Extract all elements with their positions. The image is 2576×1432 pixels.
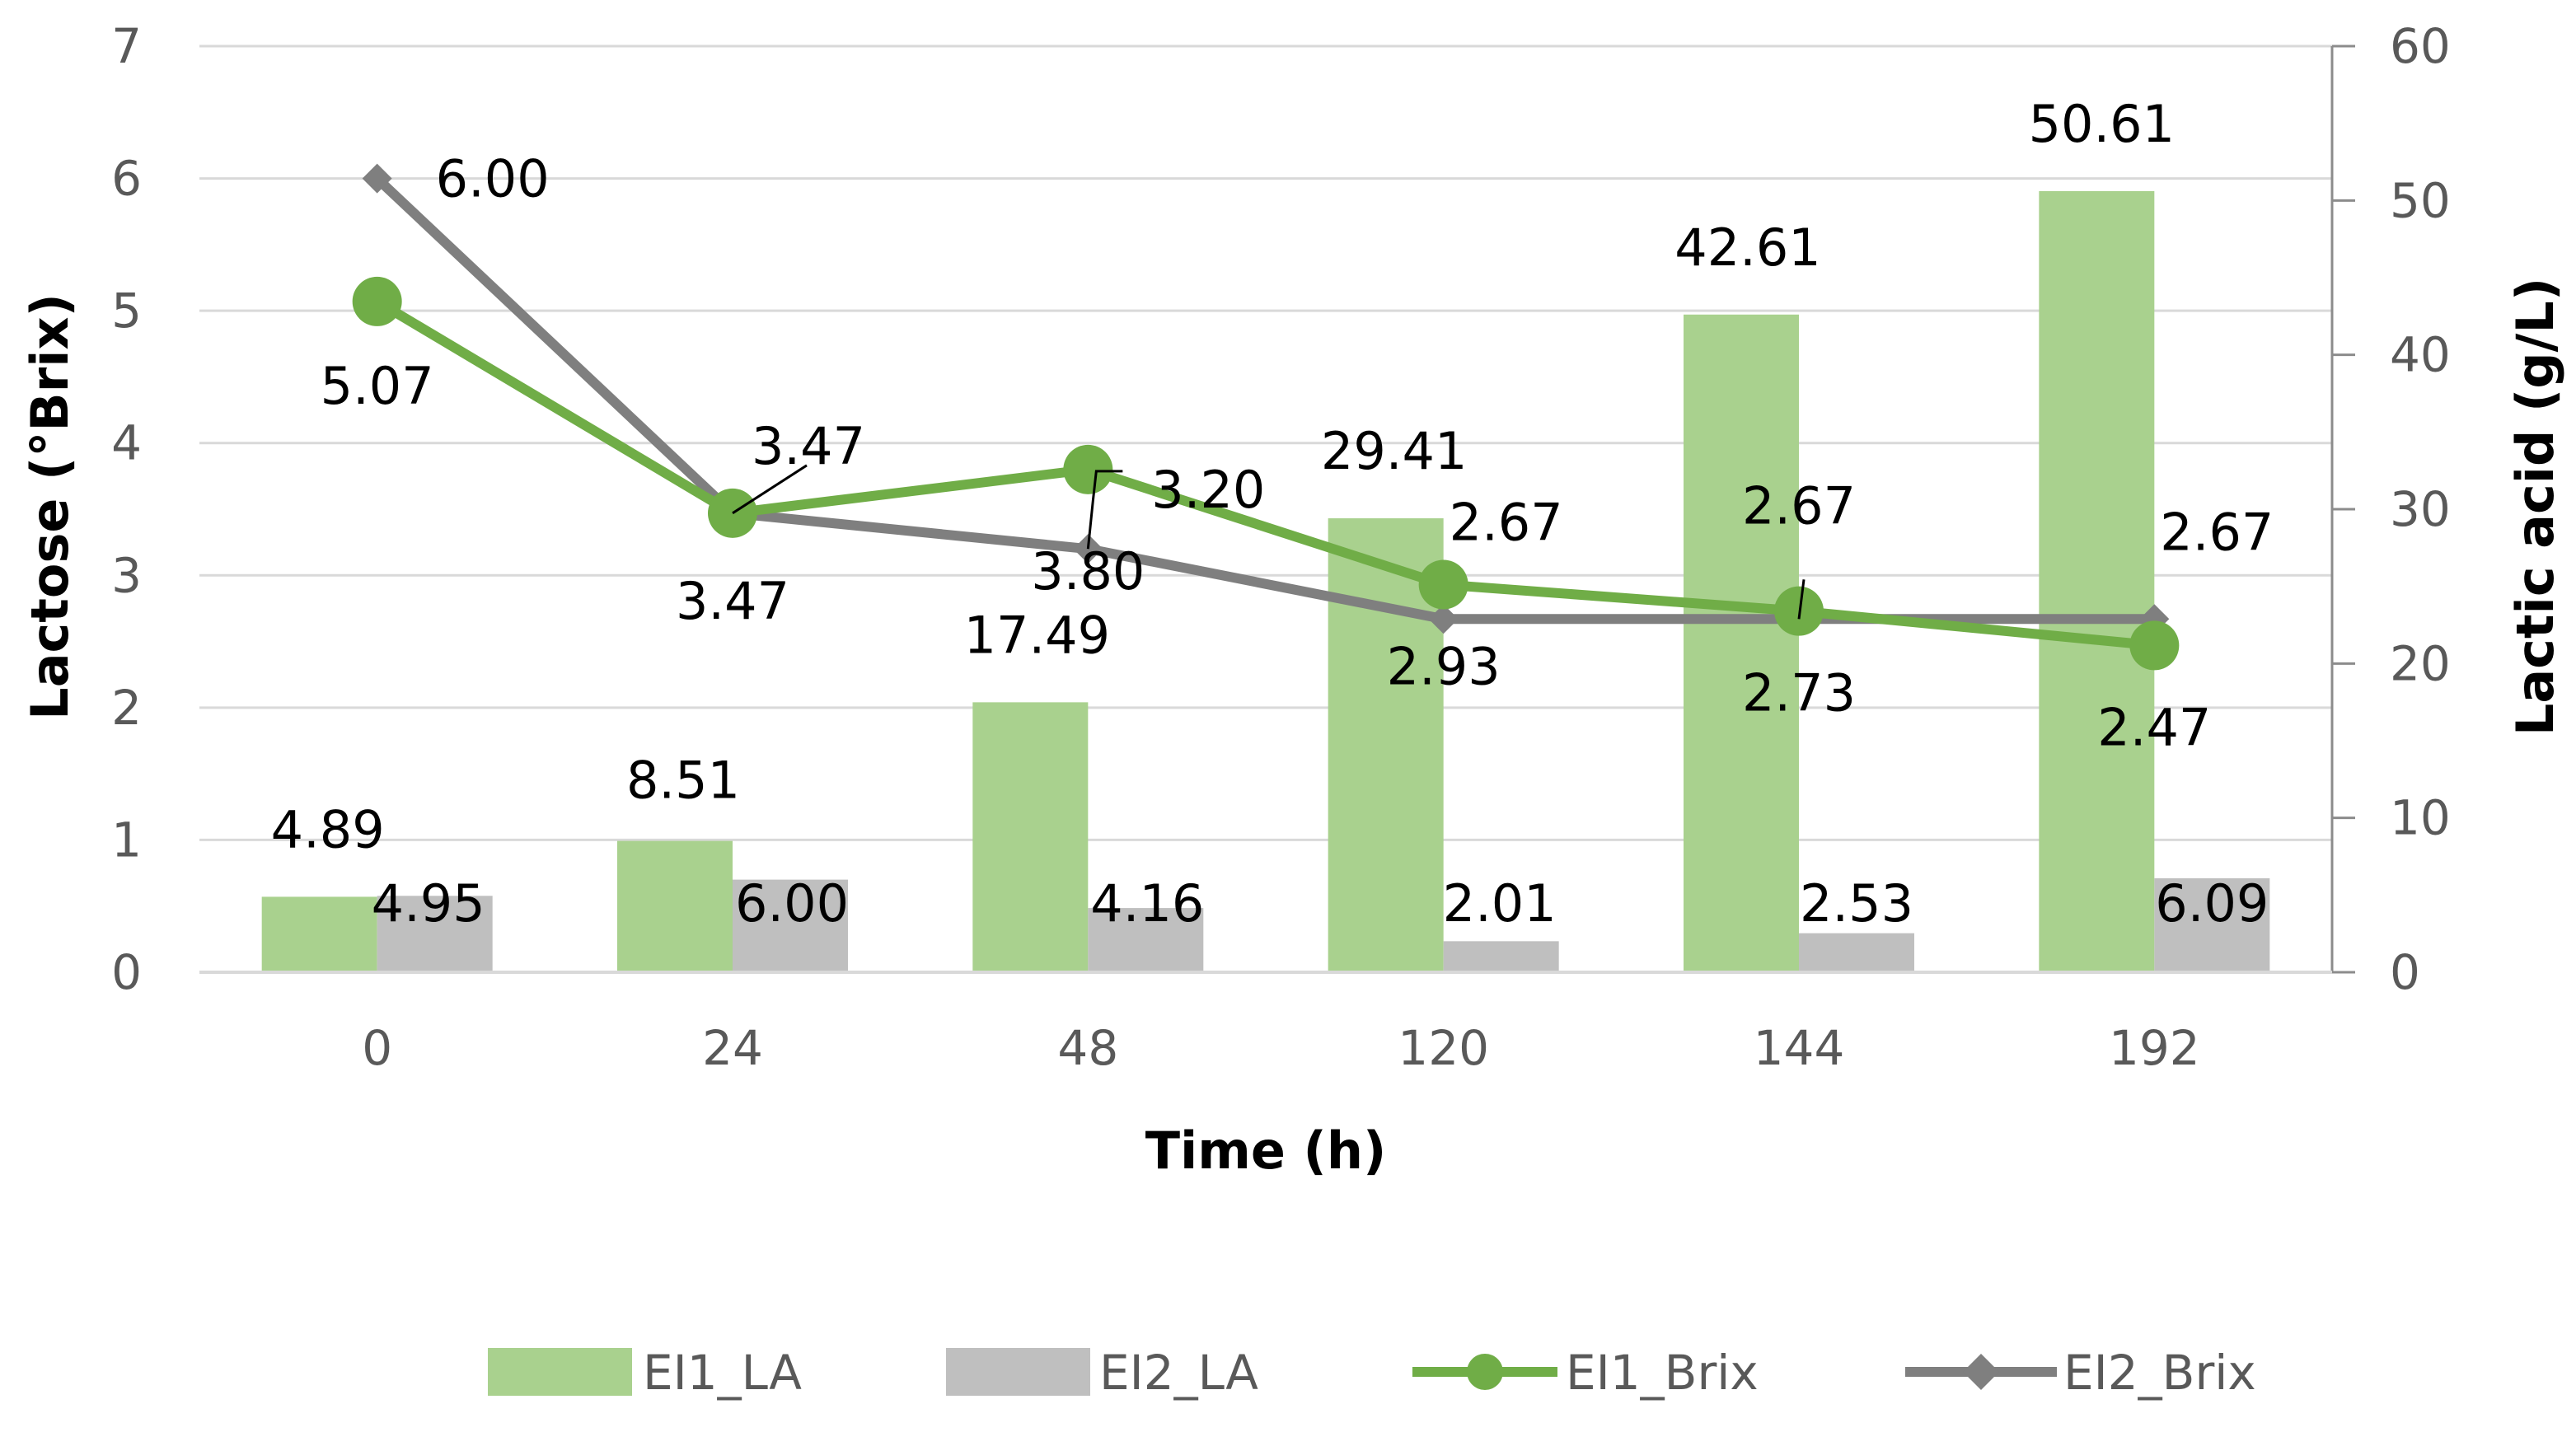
y-right-tick-label: 30 bbox=[2390, 481, 2451, 537]
x-tick-label: 24 bbox=[702, 1020, 763, 1076]
leader-line bbox=[732, 464, 808, 515]
bar-ei2-la bbox=[377, 896, 493, 972]
legend-swatch-ei2-la bbox=[946, 1348, 1090, 1396]
y-right-tick-label: 20 bbox=[2390, 635, 2451, 691]
data-label-ei2-la: 2.01 bbox=[1443, 873, 1557, 934]
y-axis-left-title: Lactose (°Brix) bbox=[20, 293, 80, 720]
legend-label-ei1-brix: EI1_Brix bbox=[1566, 1345, 1759, 1401]
y-left-tick-label: 4 bbox=[111, 415, 142, 471]
y-axis-right-title: Lactic acid (g/L) bbox=[2505, 278, 2565, 736]
marker-ei1-brix bbox=[352, 276, 402, 326]
marker-ei1-brix bbox=[1063, 444, 1113, 494]
y-right-tick-label: 60 bbox=[2390, 18, 2451, 74]
data-label-ei2-brix: 2.67 bbox=[1450, 492, 1563, 552]
legend: EI1_LA EI2_LA EI1_Brix EI2_Brix bbox=[488, 1345, 2256, 1401]
bar-ei1-la bbox=[2039, 190, 2155, 972]
x-tick-label: 144 bbox=[1754, 1020, 1845, 1076]
y-left-tick-label: 5 bbox=[111, 283, 142, 339]
axes: 0 1 2 3 4 5 6 7 0 10 20 30 40 50 60 0 24 48 120 144 192 bbox=[111, 18, 2451, 1076]
bar-ei1-la bbox=[617, 840, 733, 972]
data-label-ei2-brix: 6.00 bbox=[436, 149, 550, 209]
x-axis-title: Time (h) bbox=[1145, 1121, 1387, 1181]
y-right-tick-label: 50 bbox=[2390, 172, 2451, 228]
y-right-tick-label: 0 bbox=[2390, 944, 2420, 1000]
x-tick-label: 0 bbox=[362, 1020, 392, 1076]
data-label-ei1-la: 42.61 bbox=[1674, 218, 1821, 278]
data-label-ei2-brix: 2.67 bbox=[2160, 502, 2274, 562]
legend-label-ei1-la: EI1_LA bbox=[643, 1345, 802, 1401]
line-ei1-brix bbox=[374, 297, 2155, 651]
bars bbox=[261, 190, 2270, 972]
y-left-tick-label: 1 bbox=[111, 812, 142, 868]
data-label-ei2-la: 2.53 bbox=[1800, 873, 1913, 934]
bar-ei1-la bbox=[972, 702, 1089, 972]
x-tick-label: 48 bbox=[1057, 1020, 1118, 1076]
y-right-tick-label: 40 bbox=[2390, 327, 2451, 383]
legend-item-ei1-la: EI1_LA bbox=[488, 1345, 802, 1401]
data-label-ei2-la: 4.95 bbox=[372, 873, 485, 934]
legend-item-ei2-brix: EI2_Brix bbox=[1905, 1345, 2256, 1401]
bar-ei2-la bbox=[1088, 908, 1204, 972]
gridlines bbox=[199, 44, 2332, 841]
legend-label-ei2-brix: EI2_Brix bbox=[2063, 1345, 2256, 1401]
line-ei2-brix bbox=[373, 175, 2155, 625]
data-label-ei2-la: 6.00 bbox=[735, 873, 849, 934]
marker-ei2-brix bbox=[1428, 604, 1459, 634]
y-left-tick-label: 7 bbox=[111, 18, 142, 74]
data-label-ei2-la: 6.09 bbox=[2155, 873, 2269, 934]
data-label-ei2-brix: 2.67 bbox=[1742, 475, 1856, 536]
bar-ei1-la bbox=[261, 896, 377, 972]
marker-ei1-brix bbox=[2129, 620, 2180, 671]
data-label-ei1-brix: 5.07 bbox=[321, 356, 434, 416]
data-label-ei1-brix: 2.93 bbox=[1387, 637, 1501, 697]
data-label-ei1-brix: 2.73 bbox=[1742, 663, 1856, 723]
lines bbox=[352, 163, 2180, 671]
legend-marker-ei2-brix bbox=[1963, 1354, 1999, 1390]
x-tick-label: 192 bbox=[2109, 1020, 2200, 1076]
data-label-ei1-la: 50.61 bbox=[2029, 94, 2176, 154]
data-label-ei2-brix: 3.20 bbox=[1151, 460, 1265, 520]
y-right-tick-label: 10 bbox=[2390, 790, 2451, 846]
y-left-tick-label: 3 bbox=[111, 547, 142, 603]
bar-ei1-la bbox=[1684, 314, 1799, 972]
leader-lines bbox=[732, 464, 1806, 620]
legend-swatch-ei1-la bbox=[488, 1348, 632, 1396]
y-left-tick-label: 6 bbox=[111, 151, 142, 207]
x-tick-label: 120 bbox=[1398, 1020, 1489, 1076]
data-label-ei2-la: 4.16 bbox=[1090, 873, 1204, 934]
legend-label-ei2-la: EI2_LA bbox=[1099, 1345, 1258, 1401]
data-label-ei1-brix: 2.47 bbox=[2097, 697, 2211, 757]
data-label-ei1-brix: 3.80 bbox=[1031, 541, 1145, 601]
marker-ei2-brix bbox=[362, 163, 392, 194]
legend-marker-ei1-brix bbox=[1467, 1354, 1503, 1390]
bar-ei2-la bbox=[733, 879, 848, 972]
data-label-ei1-la: 4.89 bbox=[271, 799, 385, 859]
data-label-ei1-la: 17.49 bbox=[964, 605, 1111, 665]
y-left-tick-label: 2 bbox=[111, 680, 142, 736]
data-label-ei1-brix: 3.47 bbox=[676, 571, 789, 631]
marker-ei1-brix bbox=[1418, 559, 1468, 610]
data-label-ei1-la: 8.51 bbox=[626, 751, 740, 811]
bar-ei2-la bbox=[1799, 933, 1914, 972]
data-label-ei2-brix: 3.47 bbox=[752, 416, 865, 476]
leader-line bbox=[1086, 470, 1123, 550]
data-labels: 4.89 8.51 17.49 29.41 42.61 50.61 4.95 6.00 4.16… bbox=[271, 94, 2274, 934]
bar-ei2-la bbox=[2154, 877, 2270, 972]
legend-item-ei1-brix: EI1_Brix bbox=[1412, 1345, 1759, 1401]
y-left-tick-label: 0 bbox=[111, 944, 142, 1000]
data-label-ei1-la: 29.41 bbox=[1321, 421, 1468, 481]
leader-line bbox=[1797, 579, 1806, 620]
legend-item-ei2-la: EI2_LA bbox=[946, 1345, 1258, 1401]
bar-ei2-la bbox=[1443, 941, 1559, 972]
